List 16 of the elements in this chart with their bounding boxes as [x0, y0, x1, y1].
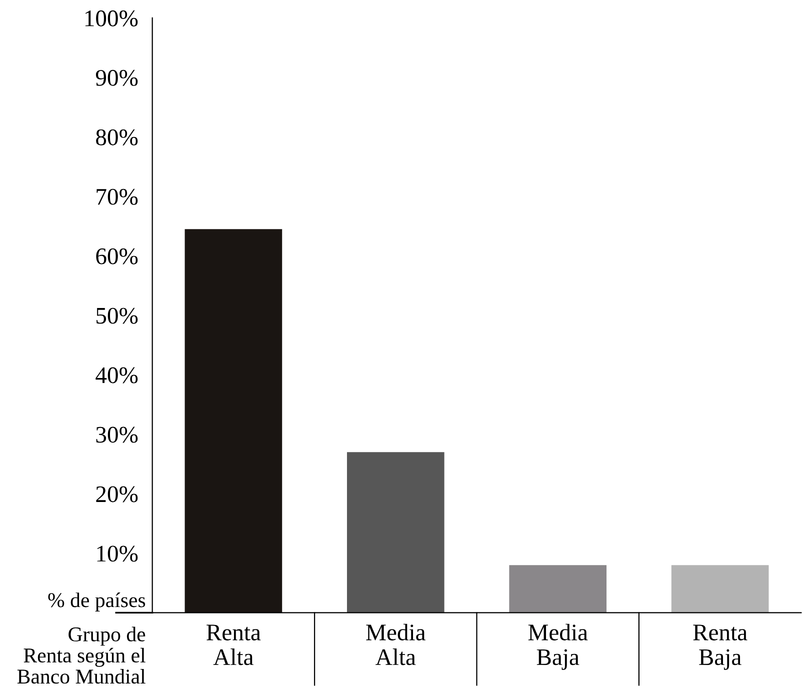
- y-tick-label: 80%: [96, 129, 138, 146]
- x-axis-title: Grupo de Renta según el Banco Mundial: [17, 626, 146, 684]
- y-tick-label: 50%: [96, 308, 138, 324]
- y-axis-title: % de países: [48, 592, 146, 612]
- y-tick-label: 60%: [96, 248, 138, 264]
- x-tick-label: Renta Baja: [693, 624, 748, 670]
- x-tick-label: Media Alta: [366, 624, 426, 666]
- y-tick-label: 40%: [96, 367, 138, 384]
- x-tick-label: Renta Alta: [206, 624, 261, 666]
- y-tick-label: 90%: [96, 70, 138, 86]
- y-tick-label: 100%: [85, 10, 138, 26]
- y-tick-label: 10%: [97, 546, 138, 562]
- y-tick-label: 70%: [96, 188, 138, 205]
- y-tick-label: 30%: [96, 426, 138, 443]
- y-tick-label: 20%: [96, 486, 138, 502]
- x-tick-label: Media Baja: [528, 624, 588, 670]
